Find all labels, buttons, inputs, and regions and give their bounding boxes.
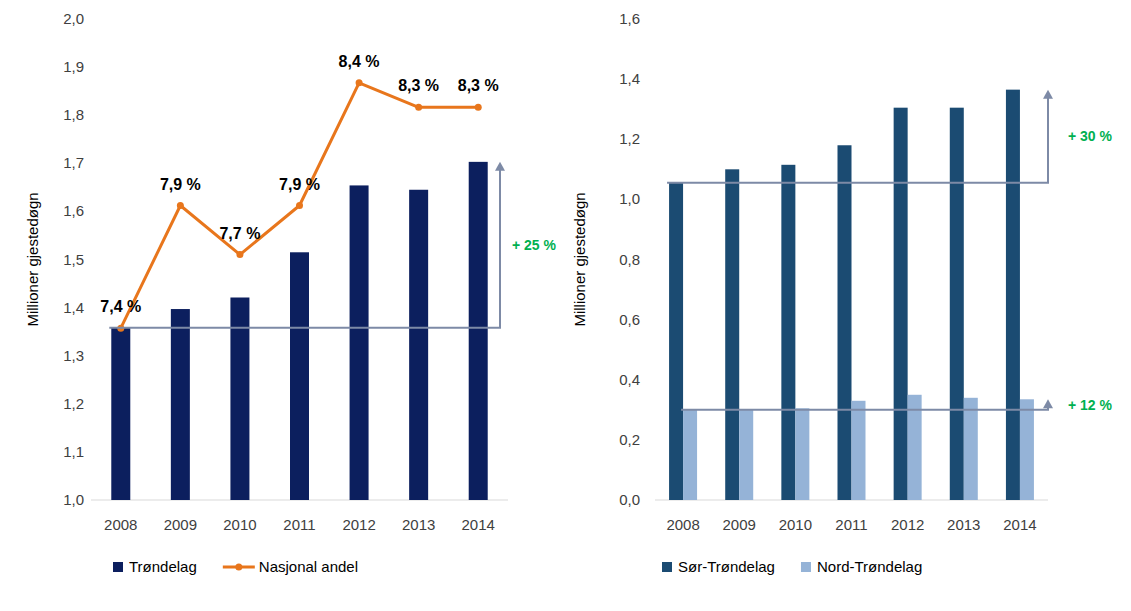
bar	[950, 108, 964, 500]
y-tick-label: 1,0	[619, 190, 640, 207]
change-arrow	[681, 406, 1048, 410]
y-tick-label: 1,1	[63, 443, 84, 460]
y-tick-label: 0,0	[619, 491, 640, 508]
y-tick-label: 1,2	[63, 395, 84, 412]
bar	[894, 108, 908, 500]
x-tick-label: 2009	[723, 516, 756, 533]
bar	[964, 398, 978, 500]
bar	[852, 401, 866, 500]
annotation: + 30 %	[1068, 128, 1113, 144]
data-label: 7,7 %	[219, 225, 260, 242]
y-tick-label: 1,4	[619, 70, 640, 87]
y-tick-label: 1,8	[63, 106, 84, 123]
y-tick-label: 0,4	[619, 371, 640, 388]
legend-label: Nord-Trøndelag	[817, 558, 922, 575]
bar	[171, 309, 190, 500]
y-axis-label: Millioner gjestedøgn	[571, 192, 588, 326]
bar	[781, 165, 795, 500]
y-axis-label: Millioner gjestedøgn	[24, 192, 41, 326]
line-marker	[236, 251, 243, 258]
y-tick-label: 1,6	[619, 10, 640, 27]
x-tick-label: 2010	[223, 516, 256, 533]
y-tick-label: 1,6	[63, 202, 84, 219]
chart: 0,0 0,2 0,4 0,6 0,8 1,0 1,2 1,4 1,6 Millioner gje…	[571, 10, 1113, 575]
y-tick-label: 1,5	[63, 251, 84, 268]
arrow-head	[495, 162, 505, 171]
x-tick-label: 2014	[462, 516, 495, 533]
annotation: + 25 %	[512, 237, 557, 253]
bar	[838, 145, 852, 500]
chart: 1,0 1,1 1,2 1,3 1,4 1,5 1,6 1,7 1,8 1,9 2,0 Million…	[24, 10, 557, 575]
y-tick-label: 1,0	[63, 491, 84, 508]
data-labels: 7,4 % 7,9 % 7,7 % 7,9 % 8,4 % 8,3 % 8,3 %	[100, 53, 498, 315]
x-tick-label: 2012	[891, 516, 924, 533]
plot-area	[669, 90, 1034, 500]
x-tick-label: 2014	[1003, 516, 1036, 533]
y-tick-label: 2,0	[63, 10, 84, 27]
data-label: 8,4 %	[339, 53, 380, 70]
legend-label: Trøndelag	[129, 558, 197, 575]
y-tick-label: 1,9	[63, 58, 84, 75]
legend-swatch	[662, 562, 672, 572]
data-label: 7,9 %	[279, 176, 320, 193]
x-tick-label: 2012	[342, 516, 375, 533]
x-tick-label: 2013	[947, 516, 980, 533]
data-label: 7,4 %	[100, 298, 141, 315]
bar	[669, 183, 683, 500]
y-tick-label: 1,2	[619, 130, 640, 147]
arrow-head	[1043, 90, 1053, 99]
background	[0, 0, 1131, 611]
line-marker	[415, 104, 422, 111]
bar	[350, 185, 369, 500]
y-tick-label: 0,8	[619, 251, 640, 268]
legend-label: Sør-Trøndelag	[678, 558, 775, 575]
bar	[469, 162, 488, 500]
bar	[739, 410, 753, 500]
arrow-head	[1043, 399, 1053, 408]
bar	[683, 410, 697, 500]
line-marker	[356, 79, 363, 86]
legend-swatch	[113, 562, 123, 572]
legend-label: Nasjonal andel	[259, 558, 358, 575]
line-marker	[296, 202, 303, 209]
annotation: + 12 %	[1068, 397, 1113, 413]
data-label: 8,3 %	[458, 77, 499, 94]
plot-area	[111, 79, 487, 500]
bar	[795, 408, 809, 500]
data-label: 8,3 %	[398, 77, 439, 94]
legend-marker	[235, 564, 242, 571]
bar	[1020, 399, 1034, 500]
bar	[409, 190, 428, 500]
line	[121, 83, 478, 328]
x-tick-label: 2009	[164, 516, 197, 533]
bar	[111, 328, 130, 500]
x-tick-label: 2013	[402, 516, 435, 533]
y-tick-label: 0,2	[619, 431, 640, 448]
y-tick-label: 1,4	[63, 299, 84, 316]
y-tick-label: 0,6	[619, 311, 640, 328]
bar	[1006, 90, 1020, 500]
x-tick-label: 2011	[283, 516, 315, 533]
bar	[725, 169, 739, 500]
x-tick-label: 2010	[779, 516, 812, 533]
x-tick-label: 2011	[835, 516, 867, 533]
bar	[290, 252, 309, 500]
line-marker	[475, 104, 482, 111]
data-label: 7,9 %	[160, 176, 201, 193]
legend-swatch	[801, 562, 811, 572]
y-tick-label: 1,3	[63, 347, 84, 364]
line-marker	[177, 202, 184, 209]
y-tick-label: 1,7	[63, 154, 84, 171]
x-tick-label: 2008	[666, 516, 699, 533]
canvas: 1,0 1,1 1,2 1,3 1,4 1,5 1,6 1,7 1,8 1,9 2,0 Million…	[0, 0, 1131, 611]
change-arrow	[109, 169, 500, 328]
x-tick-label: 2008	[104, 516, 137, 533]
change-arrow	[667, 97, 1048, 183]
